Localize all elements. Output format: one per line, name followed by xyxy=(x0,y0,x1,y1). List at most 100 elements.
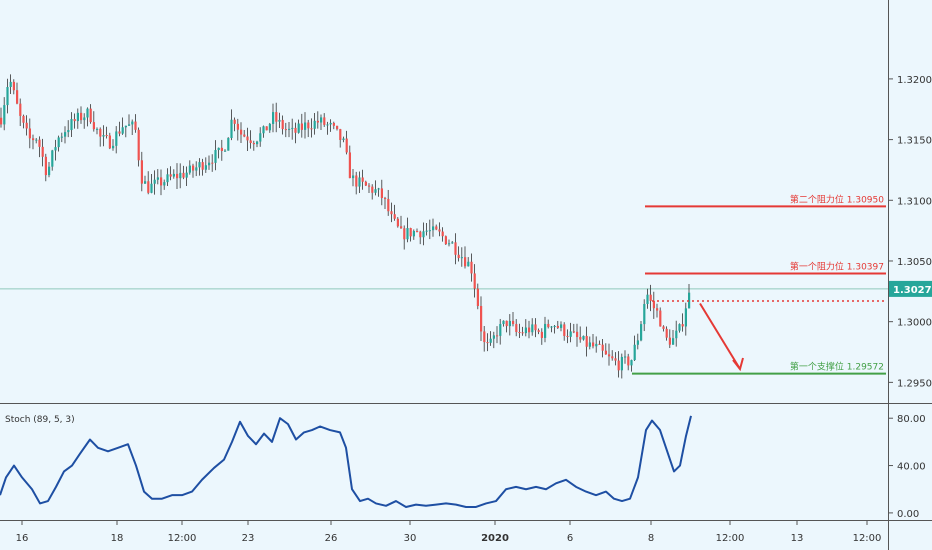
candle-body xyxy=(425,230,428,232)
candle-body xyxy=(521,332,524,334)
candle-body xyxy=(304,122,307,130)
candle-body xyxy=(563,324,566,336)
candle-body xyxy=(339,129,342,140)
time-tick-label: 12:00 xyxy=(716,533,745,544)
candle-body xyxy=(640,324,643,341)
candle-body xyxy=(560,324,563,328)
candle-body xyxy=(438,229,441,232)
candle-body xyxy=(649,294,652,301)
candle-body xyxy=(531,324,534,333)
candle-body xyxy=(534,324,537,331)
candle-body xyxy=(672,338,675,345)
candle-body xyxy=(268,123,271,131)
stoch-pane[interactable] xyxy=(0,415,692,508)
candle-body xyxy=(60,136,63,138)
candle-body xyxy=(588,342,591,347)
candle-body xyxy=(99,128,102,137)
candle-body xyxy=(51,150,54,167)
candle-body xyxy=(35,139,38,141)
candle-body xyxy=(364,181,367,186)
time-tick-label: 16 xyxy=(16,533,29,544)
candle-body xyxy=(393,214,396,219)
candles-layer xyxy=(0,74,691,379)
forecast-arrow-head xyxy=(732,357,744,372)
candle-body xyxy=(428,230,431,232)
time-axis[interactable]: 16 18 12:00 23 26 30 2020 6 8 12:00 13 12:00 xyxy=(16,520,882,544)
candle-body xyxy=(76,112,79,122)
time-tick-label: 6 xyxy=(567,533,573,544)
candle-body xyxy=(329,122,332,125)
candle-body xyxy=(41,146,44,157)
candle-body xyxy=(348,152,351,179)
candle-body xyxy=(275,112,278,122)
candle-body xyxy=(467,261,470,267)
candle-body xyxy=(444,236,447,245)
candle-body xyxy=(598,343,601,345)
candle-body xyxy=(524,327,527,334)
candle-body xyxy=(416,230,419,232)
candle-body xyxy=(489,338,492,343)
candle-body xyxy=(316,120,319,123)
stoch-line xyxy=(0,415,692,508)
candle-body xyxy=(406,228,409,240)
candle-body xyxy=(678,324,681,331)
last-price-label: 1.30270 xyxy=(893,285,932,296)
candle-body xyxy=(566,335,569,337)
time-tick-label: 18 xyxy=(111,533,124,544)
candle-body xyxy=(195,167,198,171)
candle-body xyxy=(86,108,89,118)
candle-body xyxy=(150,183,153,193)
candle-body xyxy=(137,129,140,161)
candle-body xyxy=(128,124,131,126)
candle-body xyxy=(108,135,111,149)
candle-body xyxy=(361,177,364,182)
candle-body xyxy=(153,179,156,184)
candle-body xyxy=(684,308,687,327)
candle-body xyxy=(537,330,540,332)
candle-body xyxy=(483,331,486,343)
candle-body xyxy=(624,356,627,358)
candle-body xyxy=(412,230,415,237)
level-label: 第一个支撑位 1.29572 xyxy=(790,361,884,373)
candle-body xyxy=(172,173,175,177)
candle-body xyxy=(636,340,639,345)
candle-body xyxy=(454,242,457,255)
candle-body xyxy=(646,294,649,304)
candle-body xyxy=(627,356,630,366)
candle-body xyxy=(188,165,191,173)
candle-body xyxy=(345,138,348,153)
candle-body xyxy=(457,254,460,259)
candle-body xyxy=(144,181,147,184)
candle-body xyxy=(505,320,508,327)
candle-body xyxy=(681,324,684,327)
candle-body xyxy=(169,174,172,177)
candle-body xyxy=(470,261,473,274)
candle-body xyxy=(604,350,607,355)
price-axis[interactable]: 1.32000 1.31500 1.31000 1.30500 1.30000 1.295… xyxy=(888,75,932,389)
candle-body xyxy=(675,330,678,339)
candle-body xyxy=(659,310,662,327)
candle-body xyxy=(89,108,92,123)
price-tick-label: 1.32000 xyxy=(897,75,932,86)
candle-body xyxy=(201,162,204,170)
candle-body xyxy=(643,303,646,325)
candle-body xyxy=(300,123,303,130)
candle-body xyxy=(528,327,531,333)
candle-body xyxy=(265,126,268,131)
time-tick-label: 2020 xyxy=(481,533,509,544)
candle-body xyxy=(118,131,121,134)
candle-body xyxy=(547,323,550,328)
candle-body xyxy=(214,150,217,163)
candle-body xyxy=(102,135,105,137)
stoch-axis[interactable]: 80.00 40.00 0.00 xyxy=(888,414,926,520)
candle-body xyxy=(320,117,323,123)
price-tick-label: 1.30500 xyxy=(897,257,932,268)
candle-body xyxy=(582,335,585,340)
candle-body xyxy=(73,119,76,122)
candle-body xyxy=(499,324,502,336)
candle-body xyxy=(249,140,252,144)
candle-body xyxy=(48,166,51,176)
candle-body xyxy=(435,226,438,230)
candle-body xyxy=(332,122,335,126)
